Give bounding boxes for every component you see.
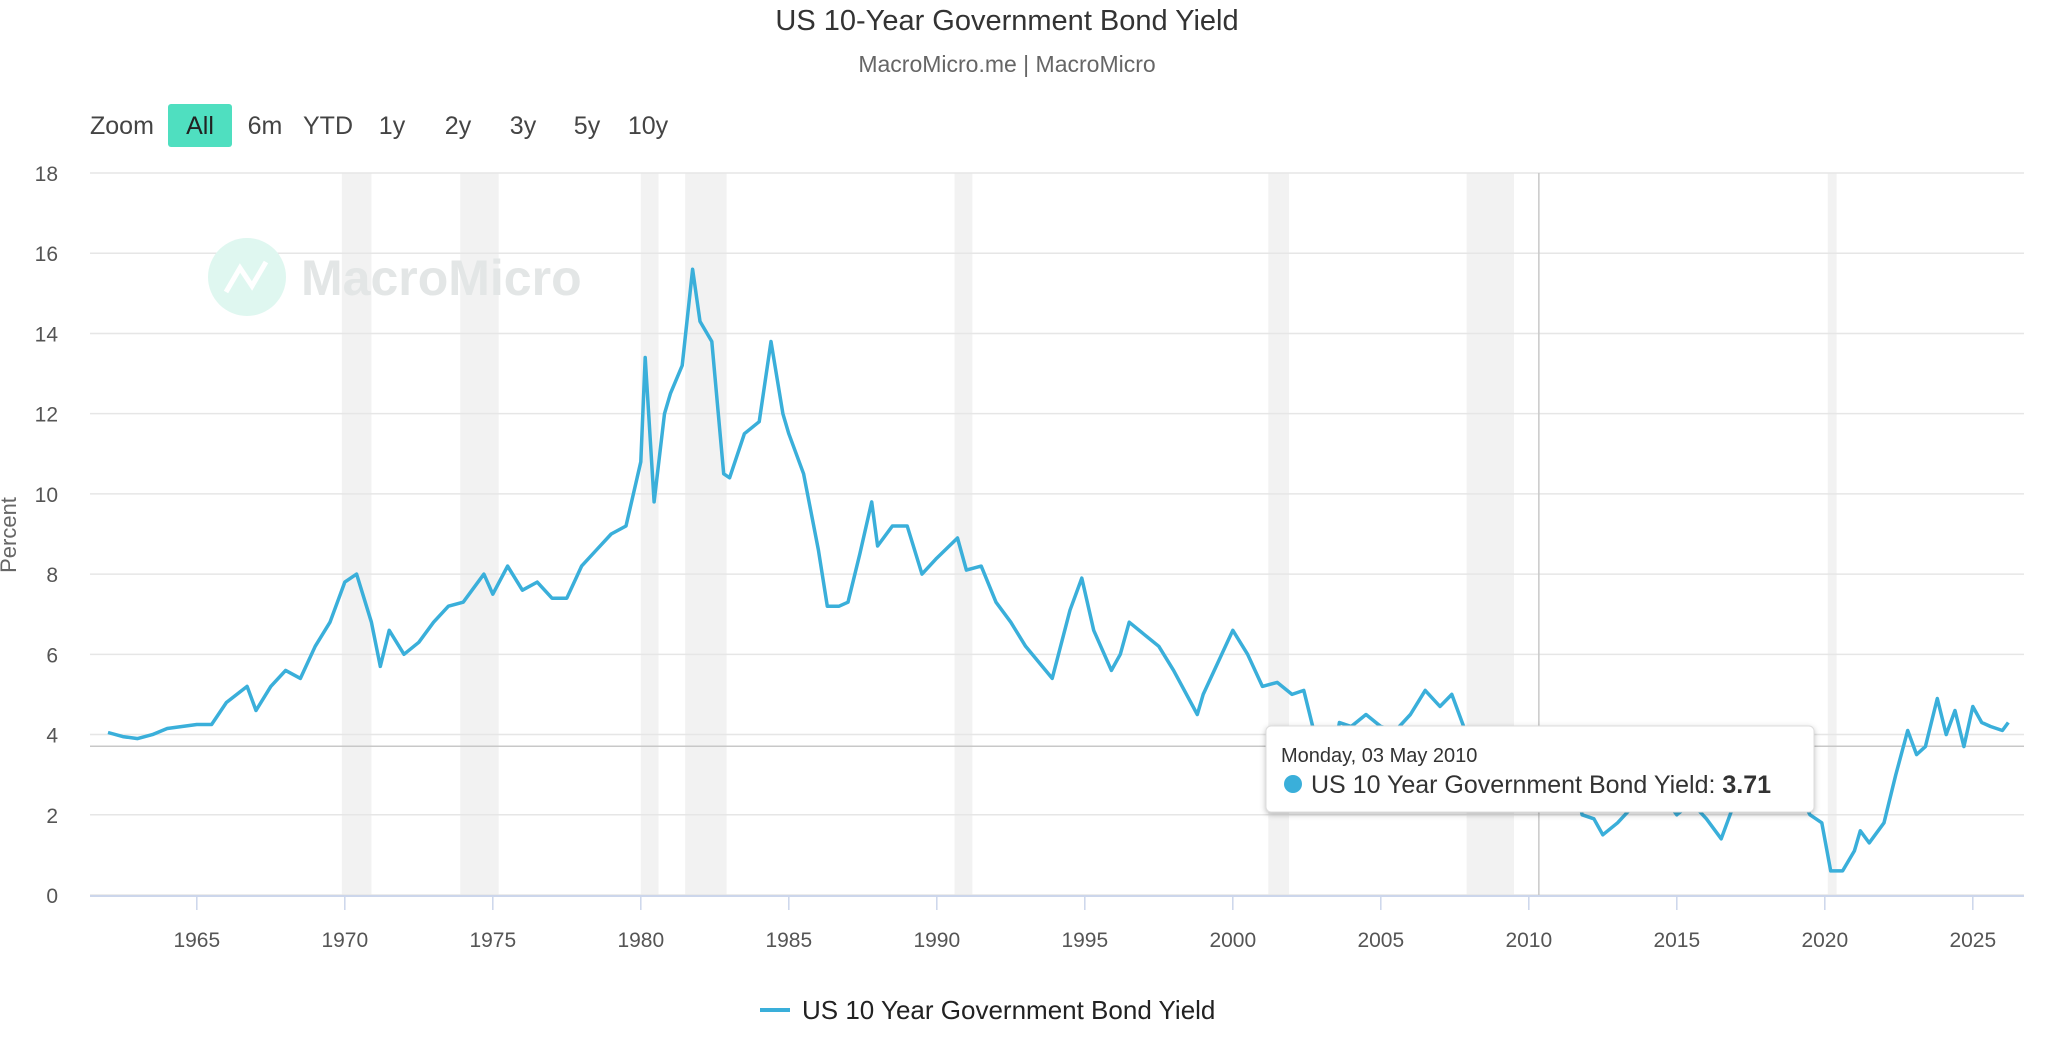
recession-band: [640, 173, 659, 895]
y-tick-label: 0: [46, 885, 58, 908]
recession-band: [1827, 173, 1837, 895]
zoom-button-label: 1y: [379, 112, 406, 140]
x-tick-label: 2010: [1505, 929, 1552, 952]
legend-item[interactable]: US 10 Year Government Bond Yield: [760, 995, 1215, 1025]
zoom-button-6m[interactable]: 6m: [248, 112, 283, 140]
zoom-button-label: YTD: [303, 112, 353, 140]
x-axis: 1965 1970 1975 1980 1985 1990 1995 2000 2005 2010…: [173, 895, 1996, 952]
y-axis-label: Percent: [0, 497, 21, 573]
y-axis: 0 2 4 6 8 10 12 14 16 18: [35, 163, 59, 908]
zoom-button-label: All: [186, 112, 214, 140]
x-tick-label: 2005: [1357, 929, 1404, 952]
zoom-button-10y[interactable]: 10y: [628, 112, 669, 140]
x-tick-label: 1995: [1061, 929, 1108, 952]
zoom-label: Zoom: [90, 112, 154, 140]
zoom-button-label: 6m: [248, 112, 283, 140]
zoom-button-label: 10y: [628, 112, 669, 140]
recession-bands: [341, 173, 1837, 895]
zoom-button-label: 2y: [445, 112, 472, 140]
recession-band: [460, 173, 499, 895]
zoom-button-all[interactable]: All: [168, 104, 232, 147]
y-tick-label: 10: [35, 484, 58, 507]
y-tick-label: 12: [35, 404, 58, 427]
x-tick-label: 1975: [469, 929, 516, 952]
y-tick-label: 2: [46, 805, 58, 828]
tooltip-line: US 10 Year Government Bond Yield: 3.71: [1311, 771, 1771, 799]
x-tick-label: 1980: [617, 929, 664, 952]
chart-title: US 10-Year Government Bond Yield: [775, 5, 1238, 37]
zoom-button-bg: [168, 104, 232, 147]
x-tick-label: 2025: [1949, 929, 1996, 952]
tooltip-series-marker: [1284, 775, 1302, 793]
zoom-button-1y[interactable]: 1y: [379, 112, 406, 140]
y-tick-label: 18: [35, 163, 58, 186]
x-tick-label: 1985: [765, 929, 812, 952]
tooltip: Monday, 03 May 2010 US 10 Year Governmen…: [1265, 725, 1815, 813]
tooltip-colon: :: [1709, 771, 1723, 799]
chart-subtitle: MacroMicro.me | MacroMicro: [858, 51, 1155, 77]
logo-chart-mark: [223, 260, 269, 294]
x-tick-label: 2020: [1801, 929, 1848, 952]
zoom-button-3y[interactable]: 3y: [510, 112, 537, 140]
tooltip-value: 3.71: [1722, 771, 1771, 799]
y-tick-label: 16: [35, 243, 58, 266]
recession-band: [341, 173, 372, 895]
y-tick-label: 14: [35, 323, 59, 346]
x-tick-label: 1970: [321, 929, 368, 952]
zoom-button-2y[interactable]: 2y: [445, 112, 472, 140]
x-tick-label: 2015: [1653, 929, 1700, 952]
x-tick-label: 2000: [1209, 929, 1256, 952]
x-tick-label: 1965: [173, 929, 220, 952]
x-tick-label: 1990: [913, 929, 960, 952]
y-tick-label: 6: [46, 644, 58, 667]
zoom-button-5y[interactable]: 5y: [574, 112, 601, 140]
recession-band: [1268, 173, 1290, 895]
recession-band: [685, 173, 727, 895]
y-tick-label: 4: [46, 725, 58, 748]
legend-label[interactable]: US 10 Year Government Bond Yield: [802, 995, 1215, 1025]
watermark-text: MacroMicro: [301, 250, 582, 306]
tooltip-date: Monday, 03 May 2010: [1281, 745, 1477, 767]
tooltip-series-name: US 10 Year Government Bond Yield: [1311, 771, 1709, 799]
watermark: MacroMicro: [208, 238, 582, 316]
zoom-button-ytd[interactable]: YTD: [303, 112, 353, 140]
zoom-button-label: 3y: [510, 112, 537, 140]
y-tick-label: 8: [46, 564, 58, 587]
recession-band: [954, 173, 973, 895]
zoom-button-label: 5y: [574, 112, 601, 140]
range-selector: Zoom All 6m YTD 1y 2y 3y 5y 10y: [90, 104, 669, 147]
